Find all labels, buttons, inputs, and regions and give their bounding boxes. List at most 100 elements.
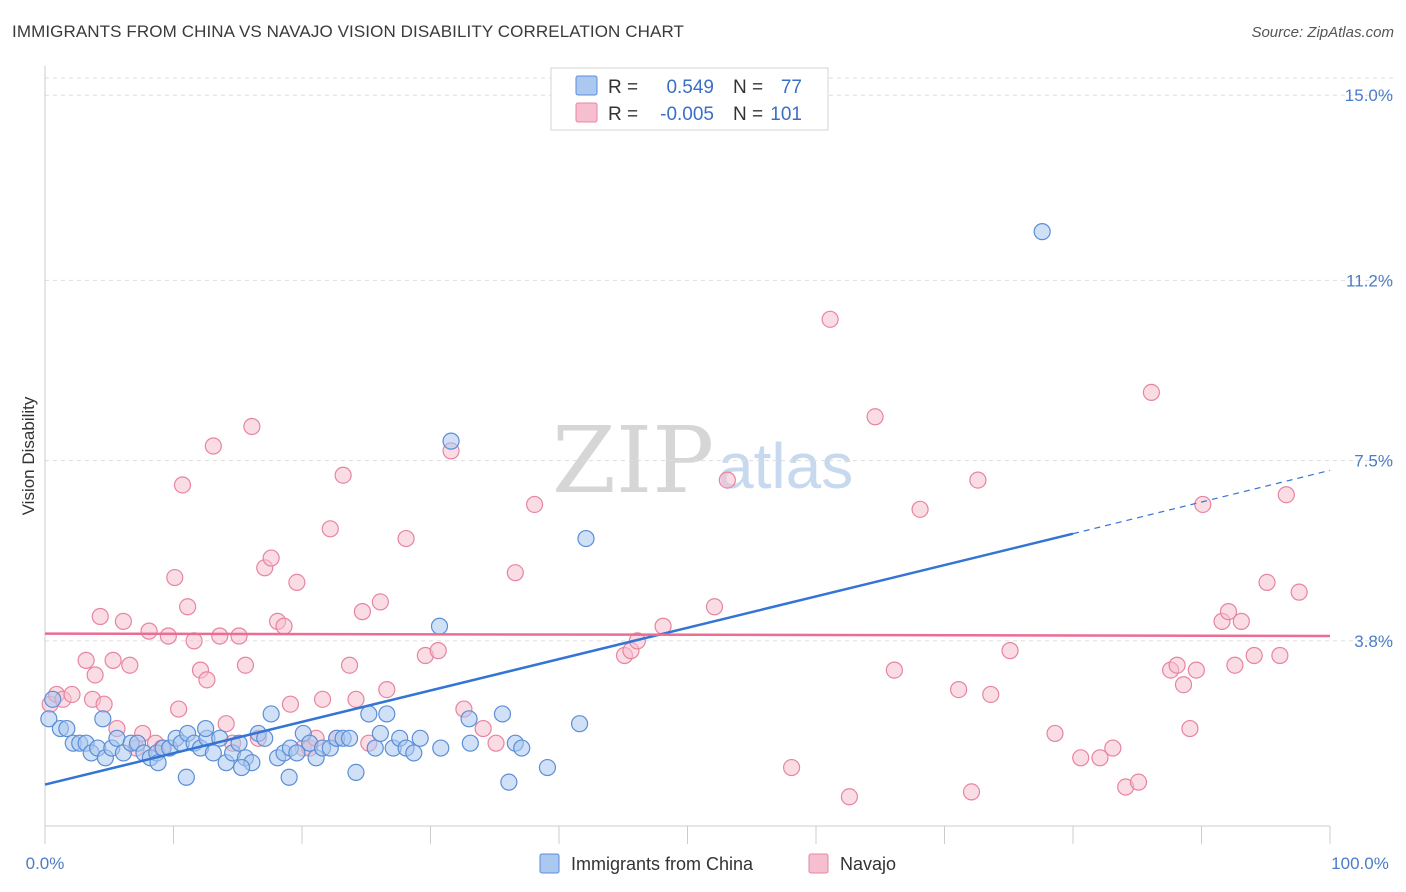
china-point-75 [513, 739, 531, 757]
bottom-legend-swatch-pink [808, 853, 829, 874]
navajo-point-47 [340, 656, 359, 674]
china-point-66 [94, 710, 112, 728]
chart-source: Source: ZipAtlas.com [1251, 24, 1394, 41]
gridlines [45, 77, 1394, 642]
navajo-point-9 [104, 651, 122, 669]
china-point-61 [500, 773, 518, 791]
china-point-72 [347, 763, 365, 782]
navajo-point-52 [378, 680, 396, 699]
china-point-50 [371, 724, 389, 743]
china-point-64 [570, 715, 589, 733]
china-point-74 [460, 710, 478, 728]
navajo-point-58 [474, 719, 492, 738]
navajo-point-87 [1168, 656, 1186, 674]
china-point-35 [262, 705, 280, 723]
navajo-point-90 [1187, 661, 1205, 679]
navajo-point-49 [353, 603, 371, 621]
legend: R = 0.549 N = 77 R = -0.005 N = 101 [550, 67, 829, 131]
navajo-point-96 [1245, 646, 1263, 665]
navajo-point-15 [140, 622, 158, 640]
navajo-point-91 [1194, 495, 1212, 514]
china-point-60 [493, 705, 512, 723]
y-tick-label-0: 3.8% [1354, 632, 1393, 651]
navajo-point-69 [821, 310, 839, 328]
navajo-point-3 [63, 685, 81, 704]
series-navajo [41, 310, 1308, 806]
china-point-26 [204, 744, 222, 762]
navajo-point-21 [173, 476, 192, 494]
navajo-point-100 [1290, 583, 1308, 601]
china-point-69 [197, 719, 215, 738]
y-tick-label-3: 15.0% [1345, 86, 1393, 105]
china-point-55 [405, 744, 423, 762]
legend-n-label-pink: N = [733, 104, 763, 125]
china-point-1 [44, 690, 62, 708]
navajo-point-81 [1091, 749, 1109, 767]
navajo-point-27 [211, 627, 229, 645]
watermark-atlas: atlas [718, 430, 853, 502]
navajo-point-61 [525, 495, 544, 514]
navajo-point-53 [397, 529, 415, 548]
china-point-3 [58, 719, 76, 738]
y-tick-label-1: 7.5% [1354, 452, 1393, 471]
legend-n-value-blue: 77 [781, 77, 802, 98]
navajo-point-84 [1129, 773, 1148, 791]
y-axis-title: Vision Disability [19, 396, 38, 515]
navajo-point-67 [718, 471, 736, 489]
navajo-point-70 [840, 788, 859, 806]
y-tick-label-2: 11.2% [1346, 271, 1393, 290]
navajo-point-77 [982, 685, 1000, 704]
navajo-point-72 [885, 661, 903, 679]
legend-r-label-pink: R = [608, 104, 638, 125]
chart-title: IMMIGRANTS FROM CHINA VS NAVAJO VISION D… [12, 22, 684, 41]
x-axis-ticks [44, 826, 1331, 844]
navajo-point-32 [243, 417, 261, 436]
navajo-point-46 [334, 466, 352, 484]
navajo-point-28 [217, 715, 235, 733]
navajo-point-55 [429, 642, 447, 660]
series-immigrants-from-china [40, 223, 1051, 791]
china-point-65 [577, 529, 595, 548]
navajo-point-39 [288, 573, 306, 592]
trend-line-china [44, 532, 1074, 786]
china-point-0 [40, 710, 58, 728]
navajo-point-20 [170, 700, 188, 718]
navajo-point-11 [114, 612, 132, 630]
y-axis-ticks: 3.8% 7.5% 11.2% 15.0% [1345, 86, 1393, 651]
navajo-point-75 [962, 783, 981, 801]
navajo-point-98 [1271, 646, 1289, 665]
china-point-51 [378, 705, 396, 723]
china-point-49 [366, 739, 384, 757]
legend-swatch-pink [575, 102, 598, 123]
bottom-legend-label-blue: Immigrants from China [571, 854, 754, 874]
trend-line-navajo [44, 632, 1331, 638]
navajo-point-73 [911, 500, 929, 518]
navajo-point-18 [159, 627, 177, 645]
navajo-point-7 [91, 607, 109, 626]
x-tick-label-max: 100.0% [1331, 854, 1389, 873]
bottom-legend-label-pink: Navajo [840, 854, 896, 874]
navajo-point-94 [1226, 656, 1244, 674]
bottom-legend-swatch-blue [539, 853, 560, 874]
china-point-63 [538, 758, 557, 777]
navajo-point-19 [166, 568, 184, 587]
navajo-point-12 [121, 656, 139, 674]
legend-r-value-blue: 0.549 [666, 77, 714, 98]
legend-r-value-pink: -0.005 [660, 104, 714, 125]
navajo-point-38 [281, 695, 300, 713]
navajo-point-51 [371, 593, 389, 611]
china-point-39 [288, 744, 306, 762]
navajo-point-97 [1258, 573, 1276, 592]
navajo-point-82 [1104, 739, 1122, 757]
navajo-point-93 [1219, 603, 1238, 621]
legend-n-value-pink: 101 [770, 104, 802, 125]
bottom-legend: Immigrants from China Navajo [539, 853, 896, 874]
navajo-point-6 [86, 666, 104, 684]
china-point-59 [461, 734, 479, 752]
navajo-point-35 [262, 549, 280, 567]
navajo-point-88 [1174, 676, 1193, 694]
navajo-point-59 [487, 734, 505, 752]
navajo-point-89 [1181, 719, 1199, 738]
navajo-point-95 [1232, 612, 1250, 630]
